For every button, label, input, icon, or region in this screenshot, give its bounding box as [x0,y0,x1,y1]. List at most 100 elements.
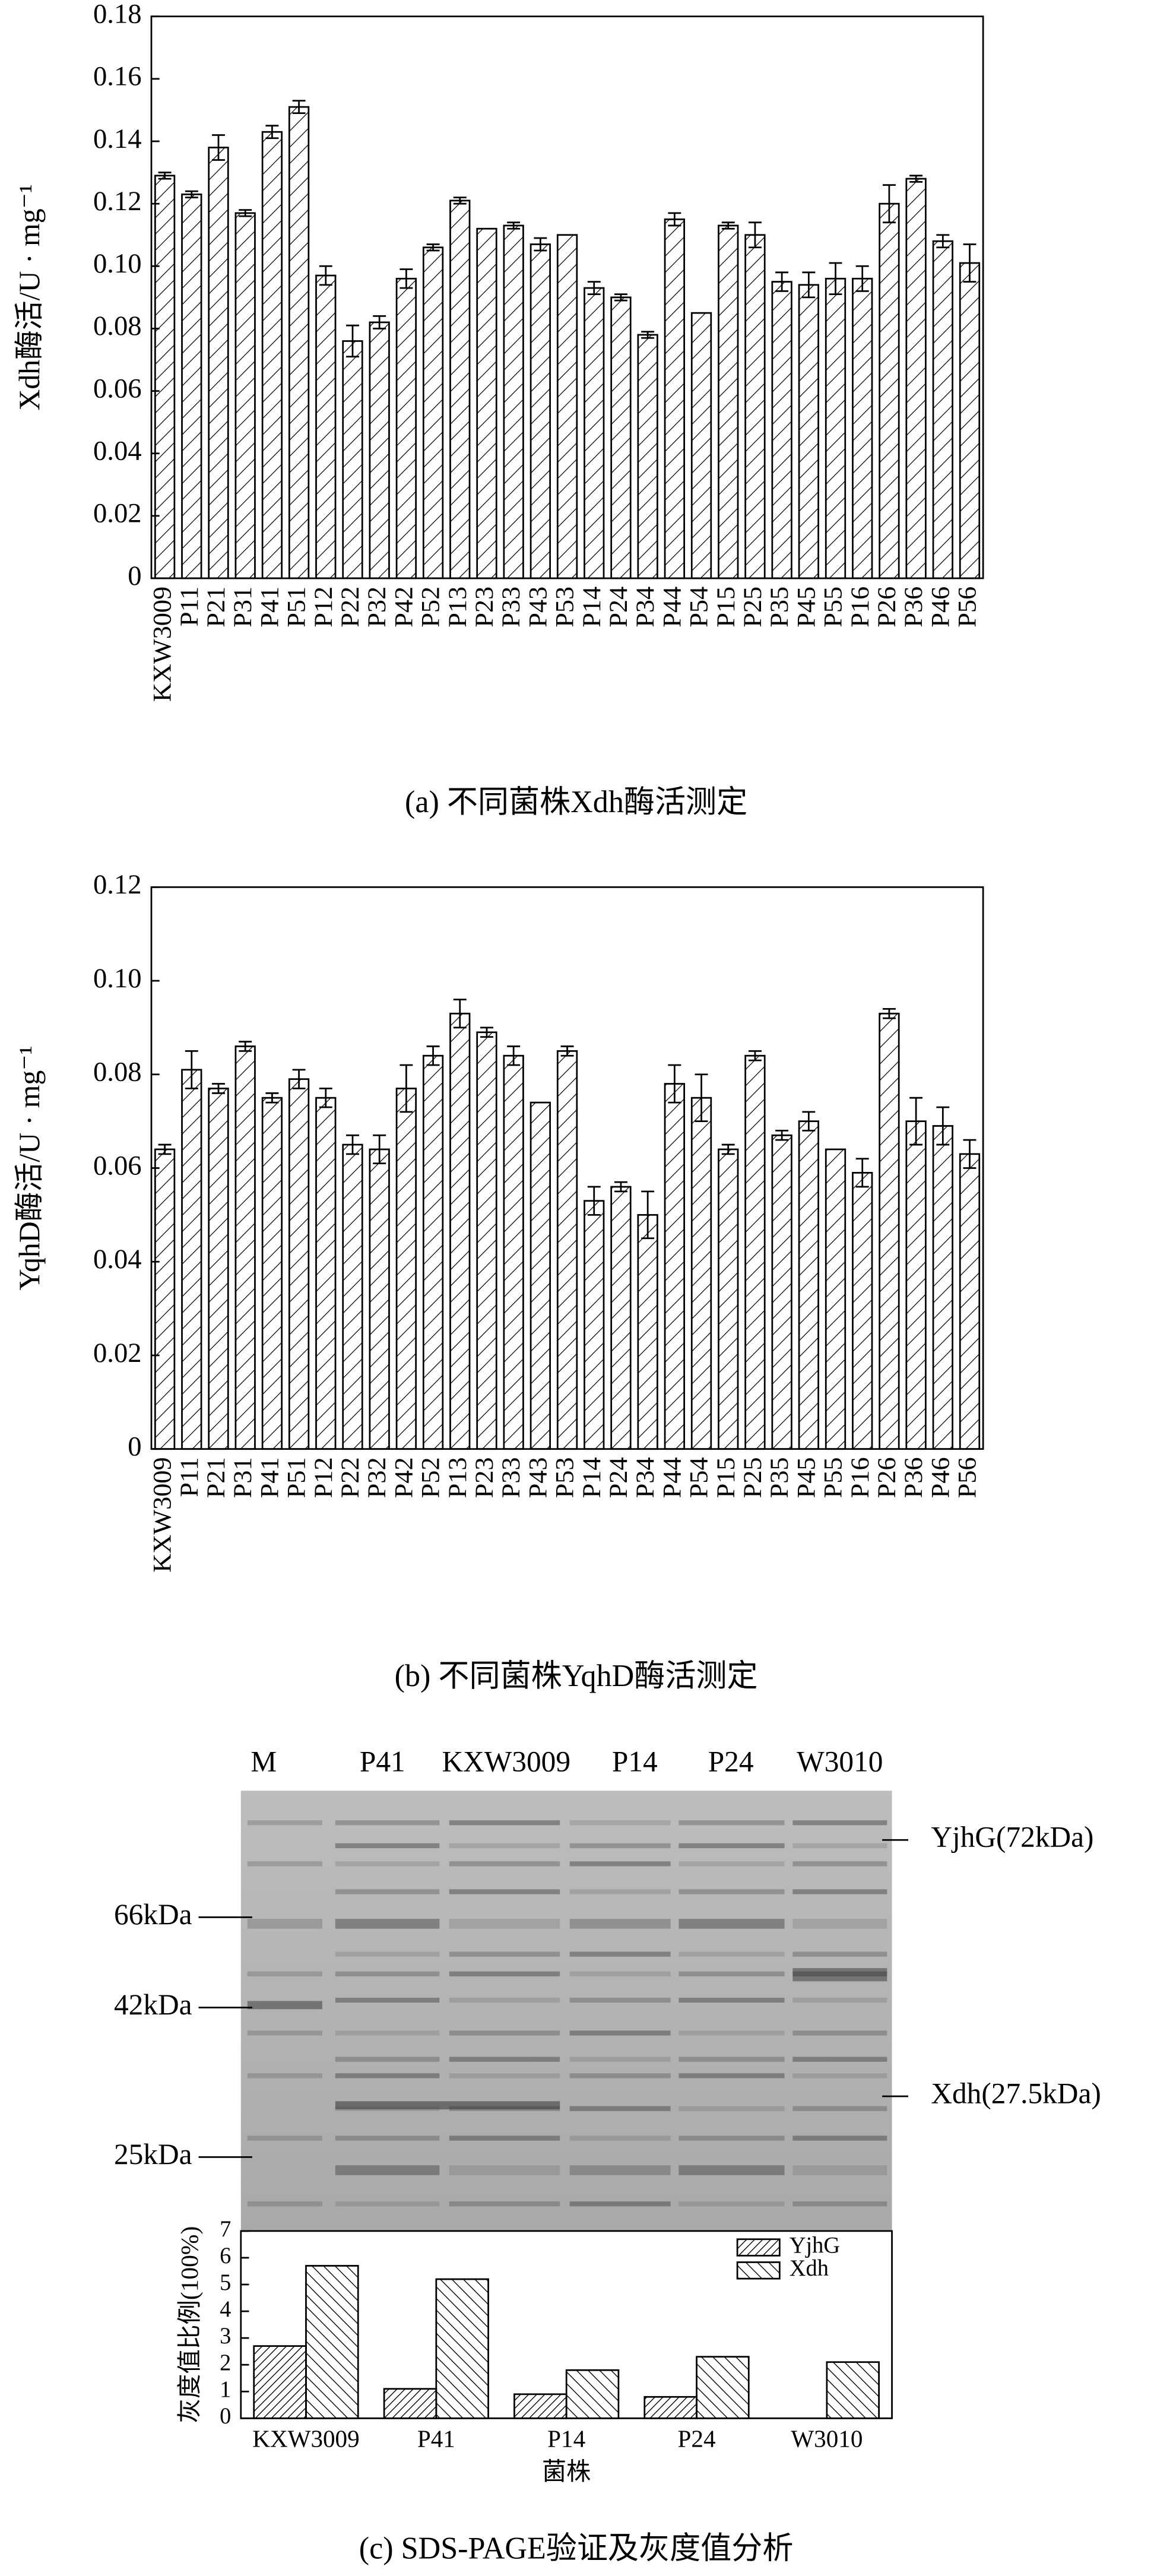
caption: (c) SDS-PAGE验证及灰度值分析 [359,2531,794,2565]
bar [342,340,363,579]
x-tick-label: P36 [899,587,928,628]
gel-band [449,2201,560,2207]
error-bar [453,999,467,1029]
error-bar [587,1186,601,1216]
gel-band [247,1861,322,1867]
y-tick-label: 0.18 [93,0,142,30]
error-bar [292,100,306,115]
x-tick-label: P21 [201,587,230,628]
y-tick-label: 0 [128,560,141,591]
error-bar [695,1073,708,1123]
x-tick-label: P33 [496,1457,525,1498]
y-tick-label: 0.10 [93,963,142,994]
x-tick-label: P53 [550,587,579,628]
y-tick-label: 0.12 [93,869,142,900]
x-tick-label: P41 [255,1457,284,1498]
x-tick-label: P35 [765,587,794,628]
bar [530,1101,551,1450]
legend-label: YjhG [790,2233,840,2258]
y-tick-label: 0.08 [93,1056,142,1087]
error-bar [587,281,601,295]
x-tick-label: P51 [282,587,311,628]
gel-band [335,1843,440,1849]
gel-band [792,2073,887,2078]
band-label: YjhG(72kDa) [931,1821,1093,1853]
lane-label: P24 [708,1745,754,1777]
y-tick-label: 0.10 [93,248,142,279]
y-tick-label: 0.02 [93,1338,142,1368]
error-bar [426,243,440,252]
error-bar [534,237,547,252]
y-tick-label: 0.04 [93,1244,142,1275]
gel-band [247,2001,322,2010]
gel-band [792,2057,887,2062]
x-tick-label: P26 [872,587,901,628]
bar [513,2393,568,2419]
bar [435,2278,489,2419]
bar [643,2396,698,2419]
x-tick-label: P11 [175,1457,204,1497]
y-tick-label: 0 [220,2404,231,2429]
gel-band [679,1971,785,1976]
bar [696,2356,750,2419]
bar [852,277,873,579]
bar [234,1045,256,1450]
bar [154,175,176,579]
x-tick-label: P56 [953,587,982,628]
error-bar [882,1007,896,1019]
error-bar [855,265,869,292]
y-tick-label: 7 [220,2217,231,2242]
gel-band [449,2057,560,2062]
y-tick-label: 6 [220,2244,231,2268]
error-bar [373,1134,386,1164]
x-tick-label: P12 [309,587,338,628]
y-tick-label: 0.06 [93,1150,142,1181]
gel-band [679,1820,785,1826]
gel-band [792,1889,887,1894]
error-bar [909,175,923,183]
legend-swatch [736,2238,781,2257]
gel-band [449,2165,560,2175]
bar [556,234,578,579]
bar [369,321,390,579]
bar [315,1097,337,1450]
x-tick-label: P42 [389,587,419,628]
bar [395,1088,417,1450]
gel-band [792,2165,887,2175]
y-axis-label: Xdh酶活/U · mg⁻¹ [13,184,46,411]
marker-label: 42kDa [114,1988,192,2021]
bar [959,1153,981,1450]
y-tick-label: 2 [220,2350,231,2375]
bar [905,178,927,579]
bar [798,284,819,579]
x-tick-label: P24 [604,587,633,628]
error-bar [748,1050,762,1062]
x-tick-label: P25 [738,1457,767,1498]
x-tick-label: P14 [577,1457,606,1498]
gel-band [335,2201,440,2207]
y-tick-label: 0.06 [93,373,142,404]
gel-band [679,2073,785,2078]
gel-band [247,2135,322,2141]
bar [253,2345,307,2419]
gel-band [792,1951,887,1957]
gel-band [569,2030,671,2036]
bar [181,193,202,579]
gel-band [679,2165,785,2175]
x-tick-label: P56 [953,1457,982,1498]
bar [932,240,953,579]
caption: (b) 不同菌株YqhD酶活测定 [395,1659,758,1693]
gel-band [679,2057,785,2062]
gel-bands [247,1820,887,2207]
x-tick-label: P14 [547,2425,585,2452]
error-bar [963,1139,977,1169]
lane-label: P41 [360,1745,405,1777]
error-bar [292,1069,306,1089]
gel-band [335,1971,440,1976]
y-axis-label: YqhD酶活/U · mg⁻¹ [13,1045,46,1290]
bar [852,1171,873,1450]
gel-band [449,1820,560,1826]
bar [690,1097,712,1450]
bar [395,277,417,579]
x-tick-label: P24 [678,2425,716,2452]
